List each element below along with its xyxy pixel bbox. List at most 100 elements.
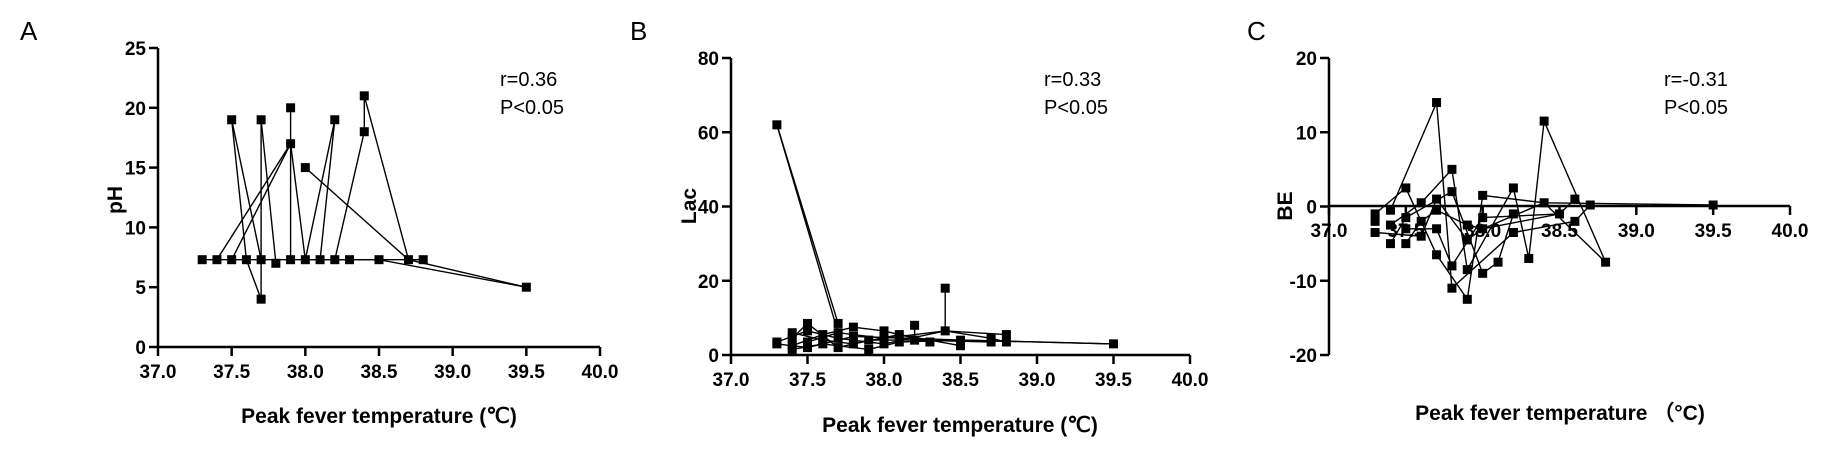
x-tick-label: 37.0 [1311,221,1348,242]
data-point [833,343,843,353]
x-tick-label: 38.0 [287,362,324,383]
data-point [1432,194,1442,204]
data-point [1109,339,1118,349]
x-tick-label: 38.5 [361,362,398,383]
y-tick-label: 0 [1306,198,1317,219]
y-tick-label: 0 [135,338,146,359]
x-tick-label: 39.0 [1618,221,1655,242]
data-point [286,103,296,113]
data-point [1416,231,1426,241]
data-point [1447,187,1457,197]
data-point [330,115,340,125]
data-point [818,339,828,349]
data-point [1462,294,1472,304]
data-point [1478,213,1488,223]
data-point [1447,261,1457,271]
data-point [286,139,296,149]
data-point [1462,220,1472,230]
data-point [1447,283,1457,293]
x-axis-title: Peak fever temperature (℃) [822,414,1098,437]
data-point [521,282,531,292]
data-point [1401,213,1411,223]
data-point [1401,224,1411,234]
data-point [894,337,904,347]
data-point [1385,205,1395,215]
x-tick-label: 39.0 [434,362,471,383]
data-point [1447,164,1457,174]
y-tick-label: 20 [698,272,719,293]
data-point [403,255,413,265]
data-point [1401,239,1411,249]
connection-line [776,330,1007,345]
data-point [803,326,812,336]
data-point [300,163,310,173]
data-point [256,115,266,125]
data-point [241,255,251,265]
data-point [1401,183,1411,193]
data-point [1493,257,1503,267]
data-point [1478,268,1488,278]
connection-line [304,167,527,288]
connection-line [1390,118,1607,272]
data-point [227,255,237,265]
data-point [271,258,281,268]
data-point [833,328,843,338]
stat-annotation: r=-0.31 [1664,69,1728,91]
data-point [956,341,965,351]
data-point [1001,330,1011,340]
data-point [359,91,369,101]
x-tick-label: 37.5 [789,370,826,391]
connection-line [944,288,1007,343]
data-point [879,333,889,343]
data-point [300,255,310,265]
data-point [1524,253,1534,263]
data-point [1478,190,1488,200]
x-tick-label: 40.0 [1172,370,1209,391]
data-point [986,337,996,347]
x-tick-label: 40.0 [582,362,619,383]
stat-annotation: r=0.33 [1044,69,1101,91]
data-point [1416,198,1426,208]
data-point [227,115,237,125]
data-point [1508,209,1518,219]
data-point [848,322,858,332]
y-tick-label: 20 [125,99,146,120]
data-point [1539,198,1549,208]
stat-annotation: P<0.05 [1664,97,1728,119]
data-point [1555,209,1564,219]
y-tick-label: 0 [708,346,719,367]
data-point [345,255,355,265]
data-point [1432,250,1442,260]
y-tick-label: 5 [135,278,146,299]
panel-c: C-20-100102037.037.538.038.539.039.540.0… [1247,16,1808,425]
data-point [1432,205,1442,215]
data-point [256,255,266,265]
connection-line [334,95,410,260]
data-point [315,255,325,265]
data-point [330,255,340,265]
data-point [1462,265,1472,275]
data-point [212,255,222,265]
data-point [1708,200,1718,210]
x-tick-label: 39.5 [508,362,545,383]
data-point [359,127,369,137]
x-tick-label: 38.0 [866,370,903,391]
data-point [1508,227,1518,237]
data-point [1432,98,1442,108]
x-tick-label: 39.0 [1019,370,1056,391]
connection-line [776,335,1114,349]
data-point [803,337,812,347]
panel-b: B 0 20 40 60 80 37.0 37.5 38.0 38.5 39.0 39.5 40.0 La… [630,16,1208,437]
data-point [879,339,889,349]
panel-letter: C [1247,16,1266,46]
y-tick-label: 25 [125,39,147,60]
data-point [879,326,889,336]
data-point [772,339,782,349]
data-point [1570,216,1580,226]
x-tick-label: 37.5 [213,362,250,383]
x-tick-label: 39.5 [1095,370,1132,391]
data-point [1385,239,1395,249]
data-point [1001,337,1011,347]
